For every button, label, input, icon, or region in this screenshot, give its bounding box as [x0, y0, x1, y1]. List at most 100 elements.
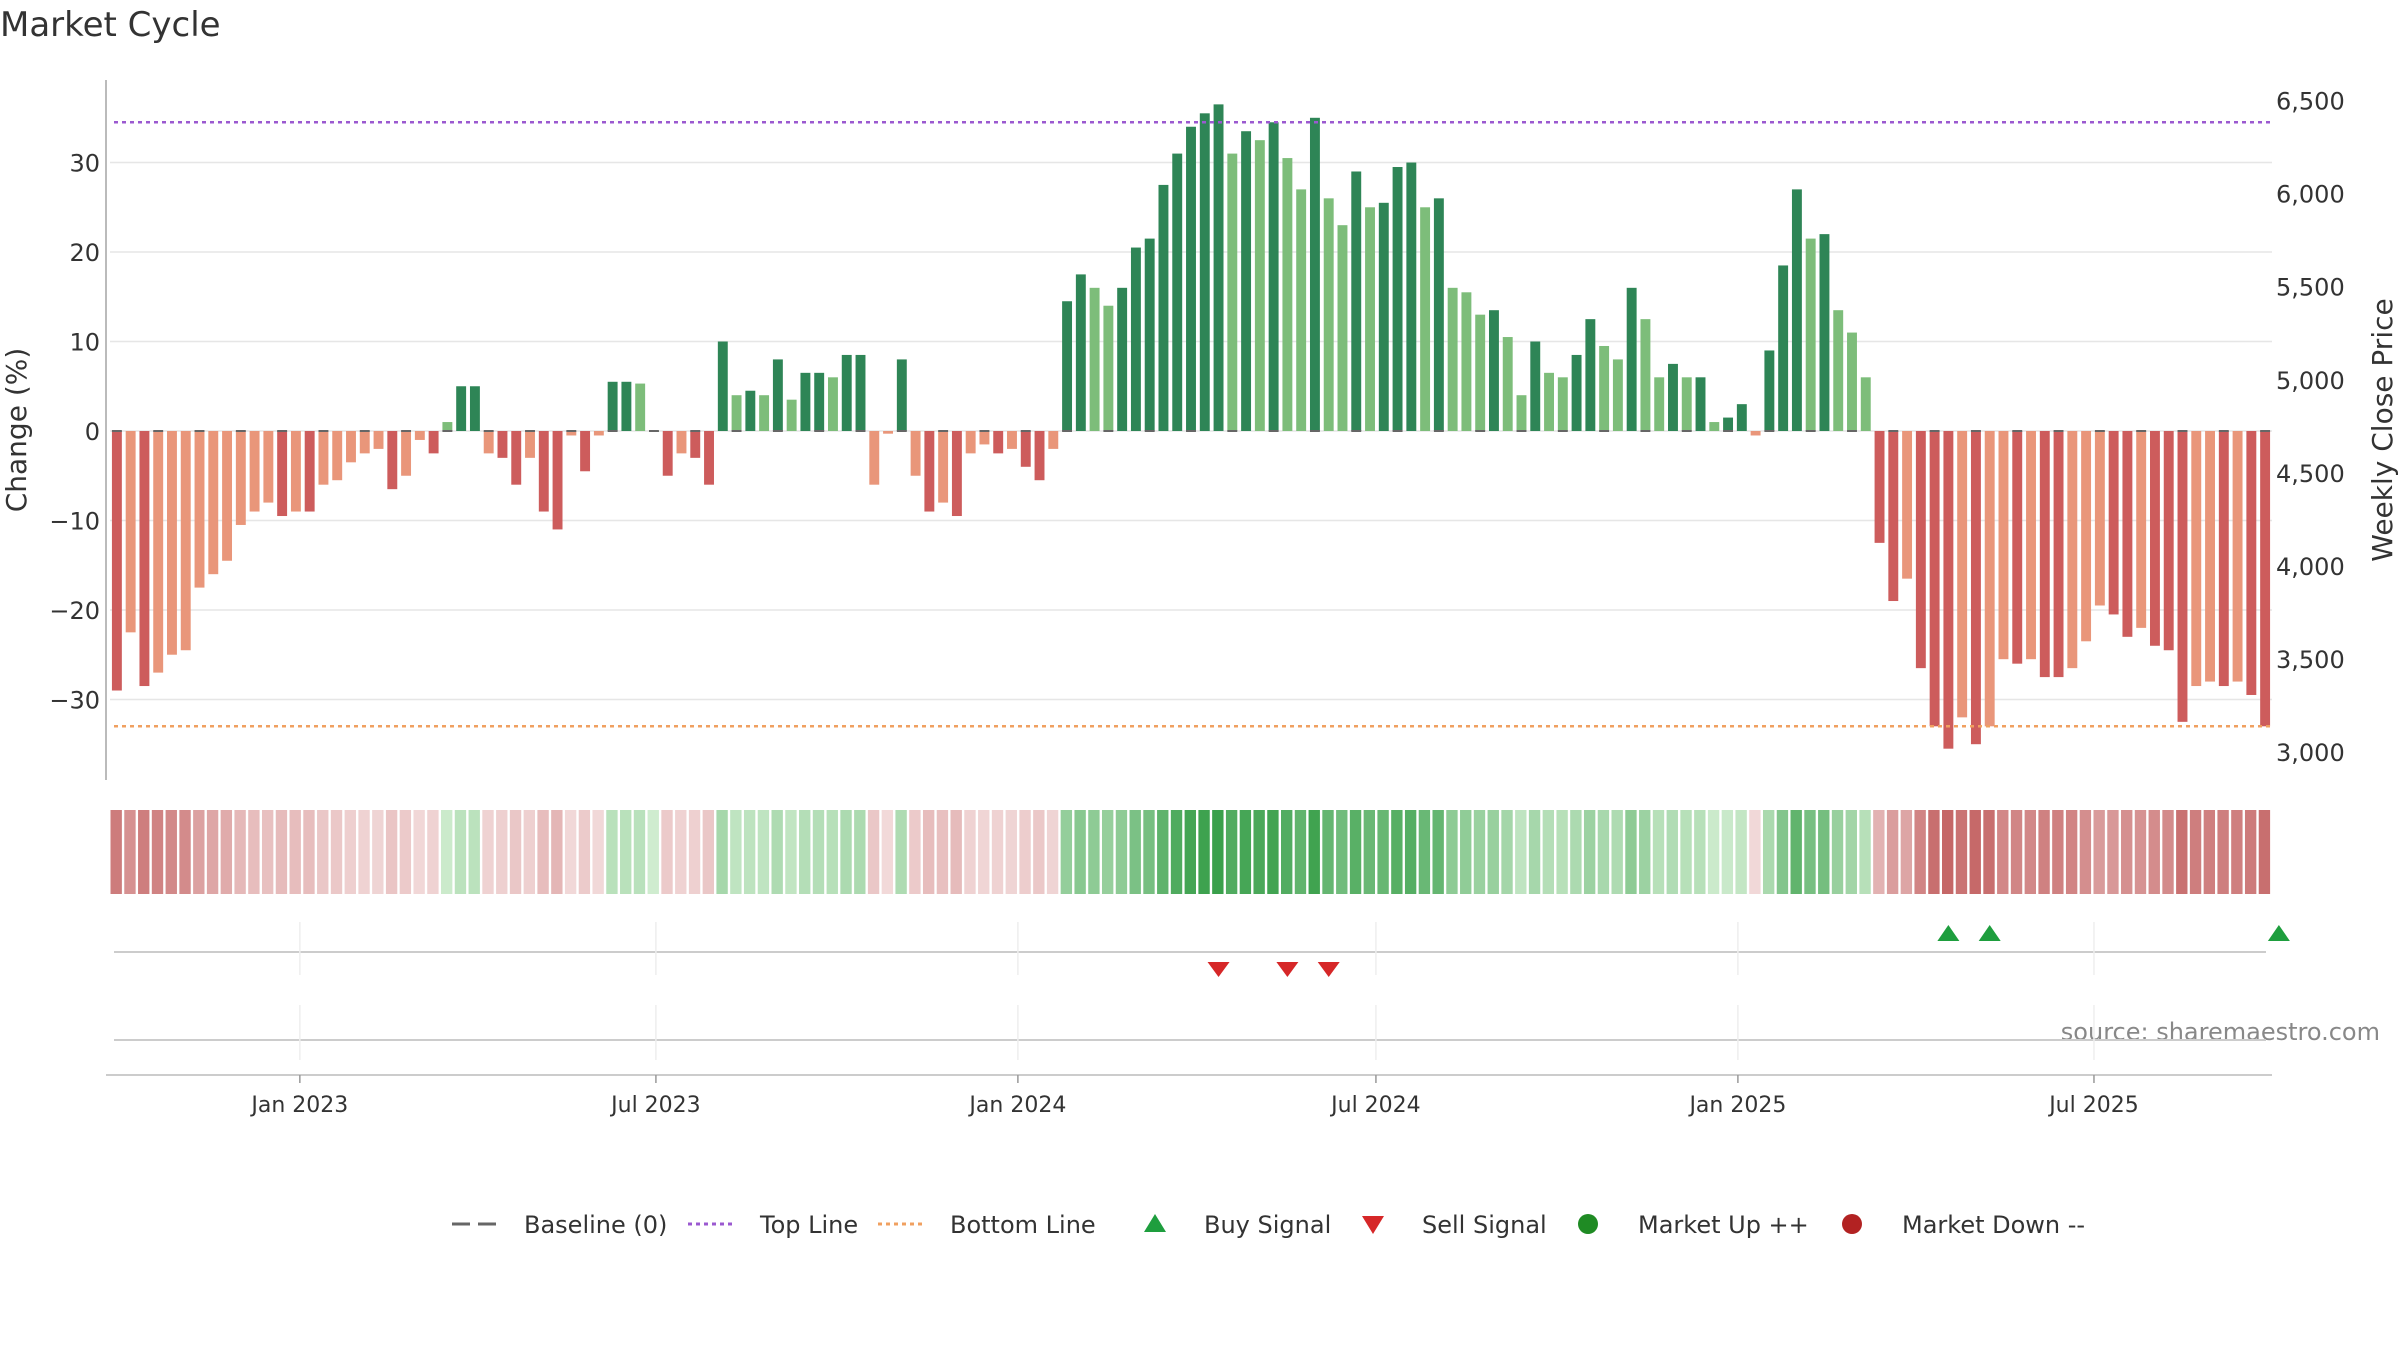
y-tick-right-label: 5,500: [2276, 274, 2345, 302]
heat-cell: [2134, 810, 2147, 894]
heat-cell: [330, 810, 343, 894]
heat-cell: [1680, 810, 1692, 894]
x-tick-label: Jan 2023: [249, 1093, 348, 1118]
bar: [979, 431, 990, 445]
heat-cell: [1212, 810, 1224, 894]
bar: [607, 381, 618, 431]
bar: [1461, 292, 1472, 431]
y-tick-left-label: 10: [69, 329, 100, 357]
bar: [1378, 202, 1389, 431]
bar: [2136, 431, 2147, 628]
bar: [828, 377, 838, 431]
legend-label: Baseline (0): [524, 1211, 667, 1239]
bar: [1103, 305, 1114, 431]
bar: [1847, 332, 1857, 431]
heat-cell: [124, 810, 136, 894]
heat-cell: [372, 810, 384, 894]
bar: [786, 399, 797, 431]
bar: [511, 431, 522, 485]
heat-cell: [743, 810, 756, 894]
bar: [580, 431, 591, 472]
heat-cell: [1749, 810, 1761, 894]
heat-cell: [1873, 810, 1885, 894]
bar: [1048, 431, 1059, 449]
heat-cell: [151, 810, 164, 894]
bar: [1144, 238, 1155, 431]
heat-cell: [2217, 810, 2229, 894]
legend-label: Sell Signal: [1422, 1211, 1547, 1239]
bar: [566, 431, 577, 436]
bar: [1943, 431, 1954, 749]
bar: [180, 431, 191, 651]
heat-cell: [647, 810, 659, 894]
axes: −30 −20 −10 0 10 20 30 3,000 3,500 4,000 4,500 5,00…: [49, 80, 2345, 780]
bar: [1213, 104, 1224, 431]
heat-cell: [193, 810, 205, 894]
heat-cell: [1542, 810, 1555, 894]
bar: [1254, 140, 1265, 431]
bar: [1764, 350, 1775, 431]
heat-cell: [1157, 810, 1169, 894]
y-tick-right-label: 6,500: [2276, 88, 2345, 116]
heat-cell: [2121, 810, 2133, 894]
heat-cell: [2258, 810, 2271, 894]
bar: [1241, 131, 1252, 431]
heat-cell: [1294, 810, 1307, 894]
bar: [139, 431, 150, 687]
bar: [1984, 431, 1995, 727]
heat-cell: [234, 810, 246, 894]
bar: [153, 431, 164, 673]
bar: [1475, 314, 1486, 431]
heat-cell: [1363, 810, 1376, 894]
heat-cell: [1404, 810, 1417, 894]
y-axis-left-label: Change (%): [0, 348, 33, 513]
heat-cell: [261, 810, 274, 894]
sell-signal-marker: [1207, 962, 1230, 977]
heat-cell: [1776, 810, 1789, 894]
bar: [1833, 310, 1844, 431]
bar: [1172, 153, 1183, 432]
bar: [814, 372, 825, 431]
heat-cell: [1983, 810, 1995, 894]
heat-cell: [1143, 810, 1155, 894]
bar: [1736, 404, 1747, 431]
heat-cell: [675, 810, 687, 894]
bar: [497, 431, 508, 458]
bar: [2177, 431, 2188, 722]
heat-cell: [317, 810, 329, 894]
bar: [1599, 345, 1610, 431]
bar: [1791, 189, 1802, 431]
heat-cell: [1418, 810, 1431, 894]
heat-cell: [702, 810, 715, 894]
heat-cell: [812, 810, 825, 894]
heat-cell: [1625, 810, 1637, 894]
bar: [910, 431, 921, 476]
heat-cell: [1955, 810, 1968, 894]
bar: [2149, 431, 2160, 646]
bar: [290, 431, 301, 512]
bar: [1296, 189, 1307, 431]
bar: [1447, 287, 1458, 431]
heat-cell: [2052, 810, 2064, 894]
heat-cell: [1253, 810, 1265, 894]
heat-cell: [399, 810, 412, 894]
heat-cell: [454, 810, 467, 894]
bar: [1420, 207, 1431, 431]
bar: [194, 431, 205, 588]
heat-cell: [1721, 810, 1734, 894]
heat-cell: [551, 810, 563, 894]
bar: [2053, 431, 2064, 678]
bar: [1668, 363, 1678, 431]
bar: [428, 431, 439, 454]
bar: [2163, 431, 2174, 651]
legend: Baseline (0) Top Line Bottom Line Buy Signa…: [452, 1211, 2085, 1239]
heat-cell: [2203, 810, 2216, 894]
bar: [1034, 431, 1045, 481]
bar: [2205, 431, 2215, 682]
heat-cell: [1639, 810, 1651, 894]
bar: [552, 431, 563, 530]
heat-cell: [1845, 810, 1857, 894]
bar: [1681, 377, 1692, 431]
heat-cell: [2231, 810, 2243, 894]
buy-signal-marker: [1937, 925, 1960, 941]
